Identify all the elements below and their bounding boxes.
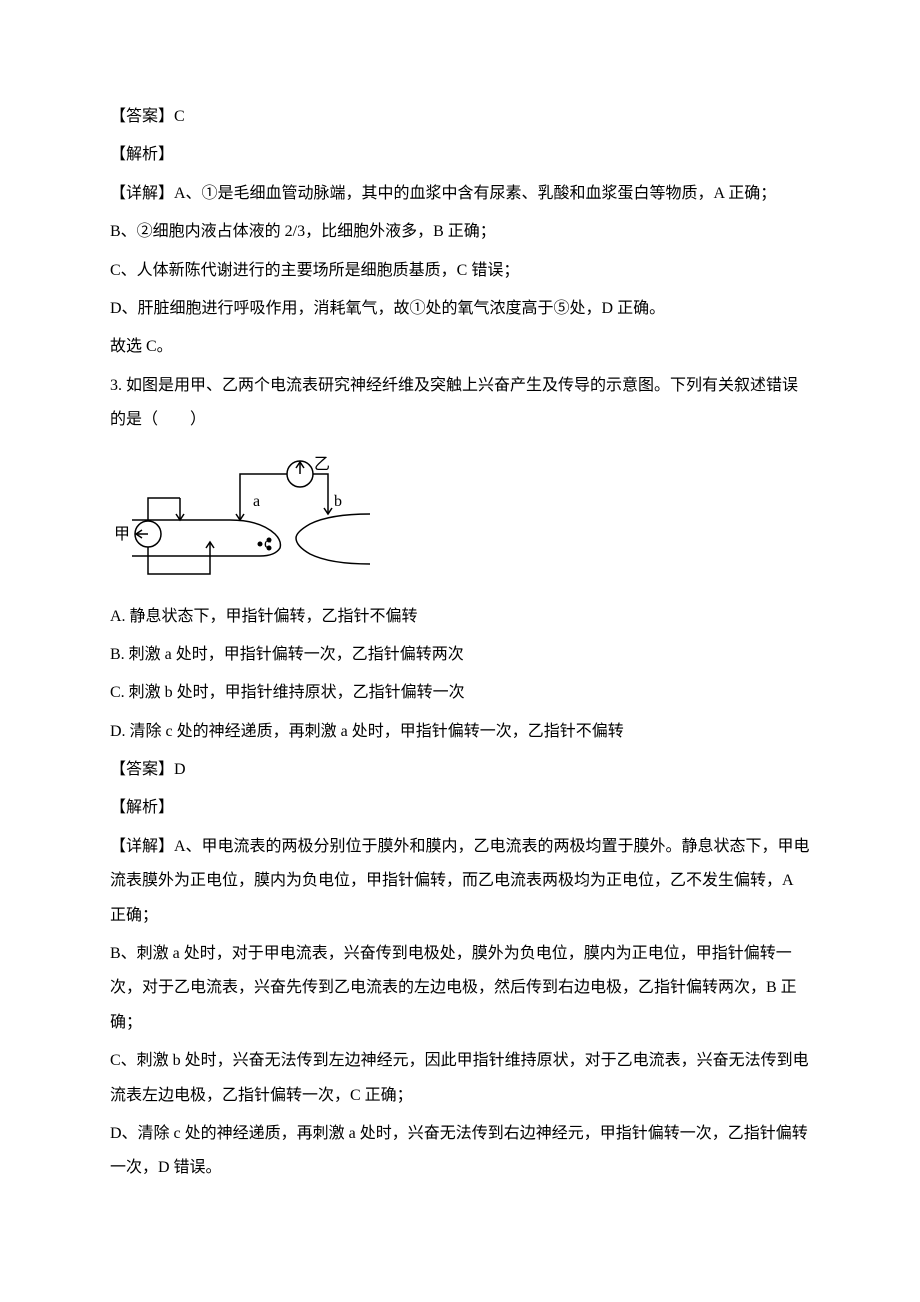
q2-answer: 【答案】C [110, 100, 810, 134]
q3-answer: 【答案】D [110, 753, 810, 787]
q2-detail-c: C、人体新陈代谢进行的主要场所是细胞质基质，C 错误； [110, 254, 810, 288]
q3-detail-d: D、清除 c 处的神经递质，再刺激 a 处时，兴奋无法传到右边神经元，甲指针偏转… [110, 1117, 810, 1186]
q3-option-a: A. 静息状态下，甲指针偏转，乙指针不偏转 [110, 600, 810, 634]
q3-option-d: D. 清除 c 处的神经递质，再刺激 a 处时，甲指针偏转一次，乙指针不偏转 [110, 715, 810, 749]
q3-option-c: C. 刺激 b 处时，甲指针维持原状，乙指针偏转一次 [110, 676, 810, 710]
q2-detail-a: 【详解】A、①是毛细血管动脉端，其中的血浆中含有尿素、乳酸和血浆蛋白等物质，A … [110, 177, 810, 211]
q3-jiexi-label: 【解析】 [110, 791, 810, 825]
svg-text:c: c [264, 535, 271, 552]
q3-stem: 3. 如图是用甲、乙两个电流表研究神经纤维及突触上兴奋产生及传导的示意图。下列有… [110, 369, 810, 438]
svg-text:甲: 甲 [114, 526, 130, 543]
q3-detail-b: B、刺激 a 处时，对于甲电流表，兴奋传到电极处，膜外为负电位，膜内为正电位，甲… [110, 937, 810, 1040]
q3-detail-c: C、刺激 b 处时，兴奋无法传到左边神经元，因此甲指针维持原状，对于乙电流表，兴… [110, 1044, 810, 1113]
q2-jiexi-label: 【解析】 [110, 138, 810, 172]
q3-diagram: 甲 乙 a b c [110, 456, 810, 586]
svg-text:a: a [253, 493, 260, 510]
q2-detail-b: B、②细胞内液占体液的 2/3，比细胞外液多，B 正确； [110, 215, 810, 249]
q2-detail-d: D、肝脏细胞进行呼吸作用，消耗氧气，故①处的氧气浓度高于⑤处，D 正确。 [110, 292, 810, 326]
svg-text:乙: 乙 [314, 456, 330, 473]
q2-conclusion: 故选 C。 [110, 330, 810, 364]
svg-text:b: b [334, 493, 342, 510]
neuron-diagram-svg: 甲 乙 a b c [110, 456, 370, 586]
q3-detail-a: 【详解】A、甲电流表的两极分别位于膜外和膜内，乙电流表的两极均置于膜外。静息状态… [110, 830, 810, 933]
q3-option-b: B. 刺激 a 处时，甲指针偏转一次，乙指针偏转两次 [110, 638, 810, 672]
